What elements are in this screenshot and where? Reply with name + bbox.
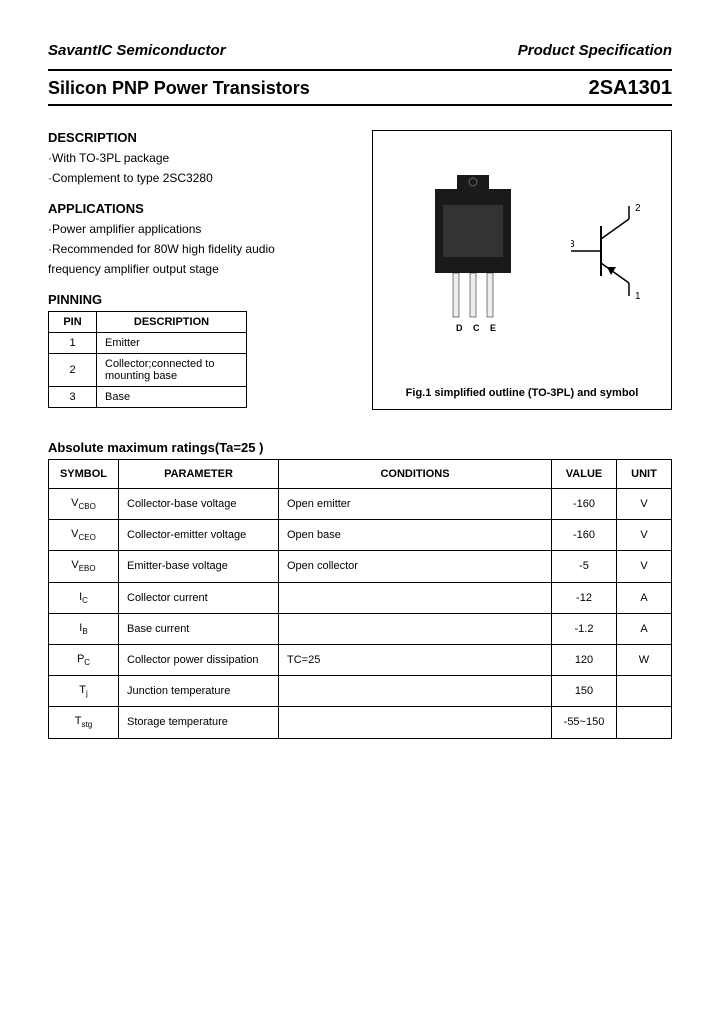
ratings-unit — [617, 676, 672, 707]
ratings-row: VCBOCollector-base voltageOpen emitter-1… — [49, 489, 672, 520]
ratings-conditions: Open base — [279, 520, 552, 551]
product-family: Silicon PNP Power Transistors — [48, 78, 310, 99]
pinning-col-pin: PIN — [49, 312, 97, 333]
ratings-row: VCEOCollector-emitter voltageOpen base-1… — [49, 520, 672, 551]
ratings-row: TstgStorage temperature -55~150 — [49, 707, 672, 738]
pinning-header-row: PIN DESCRIPTION — [49, 312, 247, 333]
pinning-desc: Emitter — [97, 333, 247, 354]
symbol-pin-collector: 2 — [635, 203, 641, 214]
ratings-value: -160 — [552, 489, 617, 520]
ratings-conditions — [279, 582, 552, 613]
ratings-parameter: Junction temperature — [119, 676, 279, 707]
ratings-parameter: Collector power dissipation — [119, 644, 279, 675]
ratings-value: -160 — [552, 520, 617, 551]
ratings-parameter: Base current — [119, 613, 279, 644]
ratings-unit: V — [617, 551, 672, 582]
ratings-symbol: IB — [49, 613, 119, 644]
ratings-col-symbol: SYMBOL — [49, 460, 119, 489]
ratings-value: 120 — [552, 644, 617, 675]
ratings-unit: V — [617, 489, 672, 520]
ratings-parameter: Collector-base voltage — [119, 489, 279, 520]
pinning-pin: 3 — [49, 387, 97, 408]
ratings-row: ICCollector current -12A — [49, 582, 672, 613]
pinning-row: 1 Emitter — [49, 333, 247, 354]
ratings-conditions: TC=25 — [279, 644, 552, 675]
ratings-conditions — [279, 613, 552, 644]
applications-body: ·Power amplifier applications ·Recommend… — [48, 220, 360, 278]
ratings-row: VEBOEmitter-base voltageOpen collector-5… — [49, 551, 672, 582]
ratings-unit: A — [617, 582, 672, 613]
ratings-value: -5 — [552, 551, 617, 582]
ratings-value: -55~150 — [552, 707, 617, 738]
company-name: SavantIC Semiconductor — [48, 42, 226, 59]
pinning-table: PIN DESCRIPTION 1 Emitter 2 Collector;co… — [48, 311, 247, 408]
applications-item: ·Recommended for 80W high fidelity audio — [48, 240, 360, 258]
applications-heading: APPLICATIONS — [48, 201, 360, 216]
ratings-row: IBBase current -1.2A — [49, 613, 672, 644]
ratings-symbol: IC — [49, 582, 119, 613]
pinning-heading: PINNING — [48, 292, 360, 307]
ratings-parameter: Collector-emitter voltage — [119, 520, 279, 551]
figure-caption: Fig.1 simplified outline (TO-3PL) and sy… — [373, 387, 671, 399]
pinning-row: 3 Base — [49, 387, 247, 408]
ratings-col-unit: UNIT — [617, 460, 672, 489]
ratings-unit: W — [617, 644, 672, 675]
ratings-col-parameter: PARAMETER — [119, 460, 279, 489]
symbol-pin-base: 3 — [571, 239, 575, 250]
ratings-row: TjJunction temperature 150 — [49, 676, 672, 707]
applications-item: frequency amplifier output stage — [48, 260, 360, 278]
description-item: ·With TO-3PL package — [48, 149, 360, 167]
ratings-row: PCCollector power dissipationTC=25 120W — [49, 644, 672, 675]
ratings-unit: A — [617, 613, 672, 644]
doc-type: Product Specification — [518, 42, 672, 59]
applications-item: ·Power amplifier applications — [48, 220, 360, 238]
page-header: SavantIC Semiconductor Product Specifica… — [48, 42, 672, 59]
page: SavantIC Semiconductor Product Specifica… — [0, 0, 720, 779]
part-number: 2SA1301 — [589, 77, 672, 100]
package-outline-drawing: D C E — [413, 171, 533, 351]
pkg-pin-label: E — [490, 323, 496, 333]
ratings-value: -1.2 — [552, 613, 617, 644]
ratings-table: SYMBOL PARAMETER CONDITIONS VALUE UNIT V… — [48, 459, 672, 739]
pinning-pin: 1 — [49, 333, 97, 354]
ratings-col-conditions: CONDITIONS — [279, 460, 552, 489]
transistor-symbol: 2 3 1 — [571, 201, 651, 301]
ratings-symbol: VEBO — [49, 551, 119, 582]
description-body: ·With TO-3PL package ·Complement to type… — [48, 149, 360, 187]
ratings-heading: Absolute maximum ratings(Ta=25 ) — [48, 440, 672, 455]
pinning-desc: Collector;connected to mounting base — [97, 354, 247, 387]
pinning-row: 2 Collector;connected to mounting base — [49, 354, 247, 387]
title-bar: Silicon PNP Power Transistors 2SA1301 — [48, 69, 672, 106]
ratings-conditions — [279, 676, 552, 707]
ratings-value: -12 — [552, 582, 617, 613]
ratings-unit: V — [617, 520, 672, 551]
ratings-parameter: Collector current — [119, 582, 279, 613]
ratings-value: 150 — [552, 676, 617, 707]
figure-box: D C E 2 3 1 Fig.1 simplified outline (TO… — [372, 130, 672, 410]
description-heading: DESCRIPTION — [48, 130, 360, 145]
ratings-conditions: Open emitter — [279, 489, 552, 520]
pinning-col-desc: DESCRIPTION — [97, 312, 247, 333]
ratings-symbol: Tstg — [49, 707, 119, 738]
ratings-conditions: Open collector — [279, 551, 552, 582]
ratings-symbol: Tj — [49, 676, 119, 707]
ratings-conditions — [279, 707, 552, 738]
symbol-pin-emitter: 1 — [635, 291, 641, 301]
ratings-parameter: Emitter-base voltage — [119, 551, 279, 582]
ratings-header-row: SYMBOL PARAMETER CONDITIONS VALUE UNIT — [49, 460, 672, 489]
ratings-symbol: PC — [49, 644, 119, 675]
pinning-pin: 2 — [49, 354, 97, 387]
ratings-unit — [617, 707, 672, 738]
pkg-pin-label: D — [456, 323, 463, 333]
pkg-pin-label: C — [473, 323, 480, 333]
ratings-symbol: VCBO — [49, 489, 119, 520]
upper-section: DESCRIPTION ·With TO-3PL package ·Comple… — [48, 130, 672, 410]
pinning-desc: Base — [97, 387, 247, 408]
left-column: DESCRIPTION ·With TO-3PL package ·Comple… — [48, 130, 372, 408]
ratings-symbol: VCEO — [49, 520, 119, 551]
description-item: ·Complement to type 2SC3280 — [48, 169, 360, 187]
ratings-parameter: Storage temperature — [119, 707, 279, 738]
ratings-col-value: VALUE — [552, 460, 617, 489]
